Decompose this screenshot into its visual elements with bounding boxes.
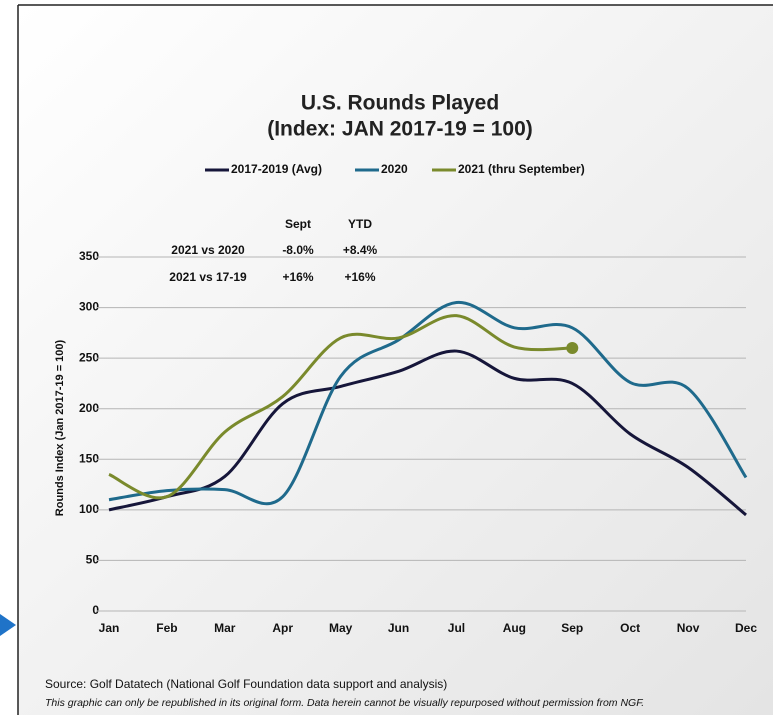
y-tick-label: 150: [79, 451, 99, 465]
legend-label: 2017-2019 (Avg): [231, 162, 322, 176]
pointer-arrow: [0, 614, 16, 636]
background: [18, 5, 773, 715]
x-tick-label: Aug: [503, 621, 526, 635]
x-tick-label: Jun: [388, 621, 409, 635]
series-line: [108, 349, 747, 517]
annotation-header: Sept: [285, 217, 311, 231]
x-tick-label: Apr: [272, 621, 293, 635]
series-line: [108, 301, 748, 506]
end-marker: [566, 342, 579, 355]
x-tick-label: Nov: [677, 621, 700, 635]
annotation-cell: +16%: [282, 270, 313, 284]
x-tick-label: Sep: [561, 621, 583, 635]
y-tick-label: 0: [92, 603, 99, 617]
x-tick-label: Jan: [99, 621, 120, 635]
y-tick-label: 50: [86, 553, 100, 567]
annotation-header: YTD: [348, 217, 372, 231]
annotation-cell: +8.4%: [343, 243, 378, 257]
chart-title: (Index: JAN 2017-19 = 100): [267, 118, 533, 141]
x-tick-label: Oct: [620, 621, 640, 635]
legend-label: 2021 (thru September): [458, 162, 585, 176]
source: Source: Golf Datatech (National Golf Fou…: [45, 677, 447, 691]
x-tick-label: Feb: [156, 621, 177, 635]
annotation-cell: 2021 vs 17-19: [169, 270, 247, 284]
legend-label: 2020: [381, 162, 408, 176]
note: This graphic can only be republished in …: [45, 697, 644, 709]
y-tick-label: 300: [79, 300, 99, 314]
y-tick-label: 100: [79, 502, 99, 516]
chart-title: U.S. Rounds Played: [301, 92, 499, 115]
series-line: [108, 314, 573, 500]
annotation-cell: 2021 vs 2020: [171, 243, 245, 257]
annotation-cell: +16%: [344, 270, 375, 284]
y-tick-label: 200: [79, 401, 99, 415]
y-tick-label: 250: [79, 350, 99, 364]
x-tick-label: May: [329, 621, 353, 635]
x-tick-label: Mar: [214, 621, 236, 635]
y-tick-label: 350: [79, 249, 99, 263]
y-axis-label: Rounds Index (Jan 2017-19 = 100): [54, 339, 66, 516]
x-tick-label: Dec: [735, 621, 757, 635]
annotation-cell: -8.0%: [282, 243, 314, 257]
x-tick-label: Jul: [448, 621, 465, 635]
